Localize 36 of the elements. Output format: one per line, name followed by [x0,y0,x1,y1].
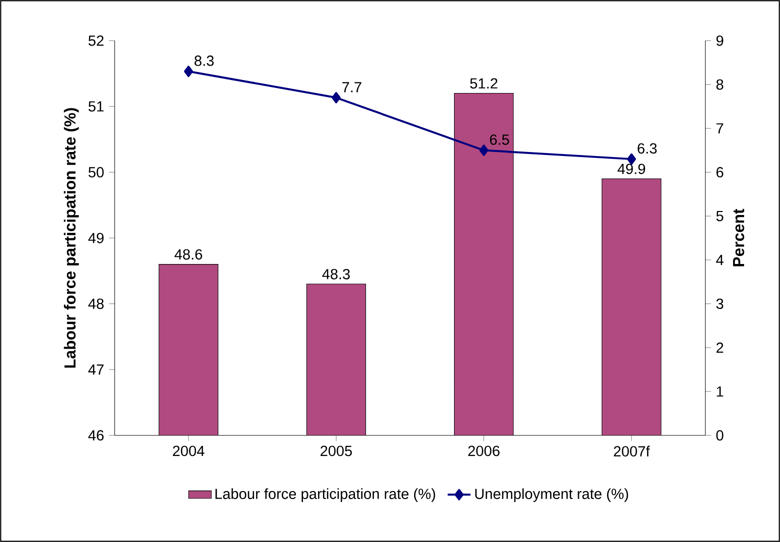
y2-tick-label: 1 [716,386,724,397]
y2-tick-label: 4 [716,254,724,265]
y-tick-label: 48 [88,298,104,309]
y2-axis-title: Percent [733,208,744,266]
legend-label: Unemployment rate (%) [475,488,628,502]
data-label: 8.3 [194,56,214,66]
y-axis-title: Labour force participation rate (%) [64,108,79,368]
point [184,66,194,78]
data-label: 48.6 [174,249,202,260]
data-label: 6.3 [638,143,657,154]
data-label: 48.3 [322,268,350,280]
data-label: 7.7 [342,82,362,92]
y2-tick-label: 2 [716,342,724,353]
x-tick-label: 2004 [172,446,204,456]
y2-tick-label: 3 [716,298,724,309]
y-tick-label: 52 [88,35,104,46]
y2-tick-label: 6 [716,167,724,178]
y-tick-label: 51 [88,101,104,112]
y-tick-label: 47 [88,364,104,375]
point [479,144,488,156]
x-tick-label: 2006 [468,446,500,456]
data-label: 6.5 [490,134,510,145]
y2-tick-label: 7 [716,123,724,134]
y2-tick-label: 8 [716,79,724,90]
y-tick-label: 50 [88,167,104,178]
data-label: 49.9 [618,164,646,174]
y-tick-label: 46 [88,430,104,441]
data-label: 51.2 [470,78,498,89]
y2-tick-label: 9 [716,35,724,46]
x-tick-label: 2007f [614,446,650,456]
y2-tick-label: 0 [716,430,724,441]
y-tick-label: 49 [88,232,104,244]
legend-label: Labour force participation rate (%) [216,488,436,502]
x-tick-label: 2005 [320,446,352,456]
y2-tick-label: 5 [716,210,724,222]
point [332,92,341,104]
